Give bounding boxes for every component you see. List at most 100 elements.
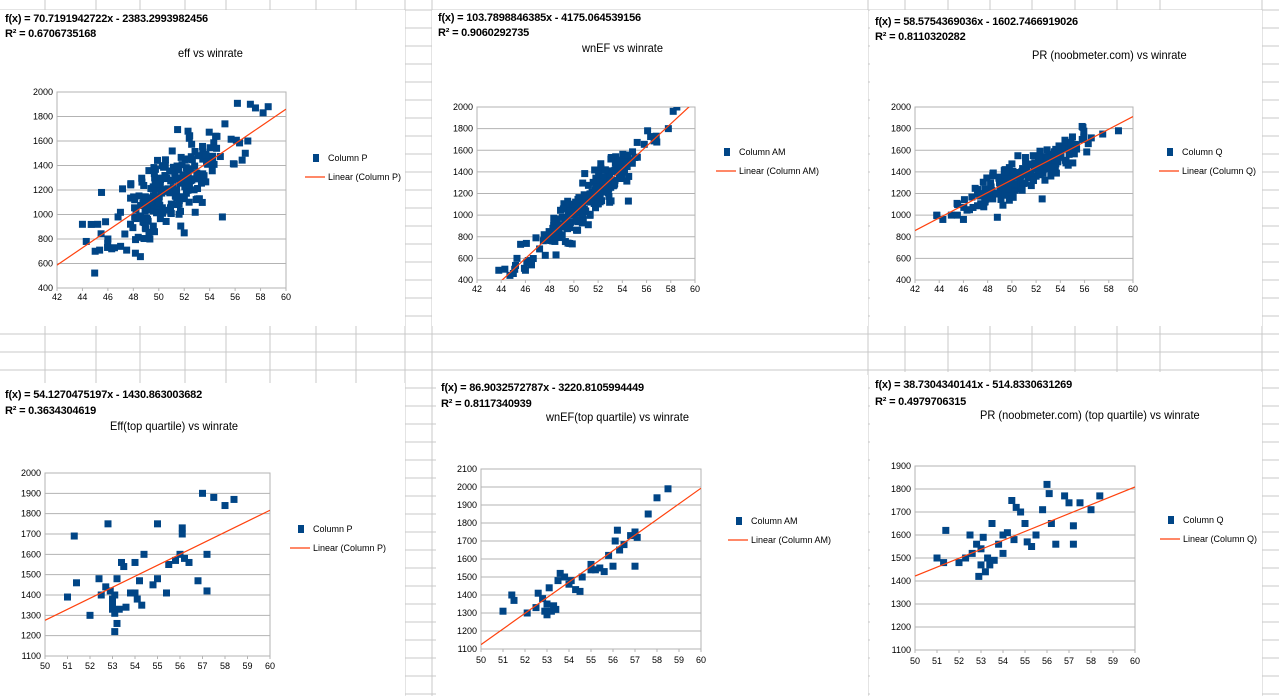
data-point	[947, 211, 955, 219]
data-point	[96, 246, 104, 254]
data-point	[111, 609, 119, 617]
x-tick-label: 48	[545, 284, 555, 294]
data-point	[975, 572, 983, 580]
data-point	[109, 605, 116, 613]
data-point	[564, 197, 572, 205]
data-point	[495, 266, 503, 274]
data-point	[181, 554, 188, 562]
scatter-plot: 1100 1200 1300 1400 1500 1600 1700 1800 1900 2000…	[21, 468, 386, 671]
data-point	[114, 213, 122, 221]
data-point	[175, 200, 183, 208]
data-point	[534, 589, 542, 597]
x-tick-label: 52	[954, 656, 964, 666]
chart-title: wnEF vs winrate	[582, 41, 663, 55]
data-point	[510, 596, 518, 604]
data-point	[106, 587, 114, 595]
x-tick-label: 51	[498, 655, 508, 665]
data-point	[251, 104, 259, 112]
data-point	[572, 586, 580, 594]
x-tick-label: 54	[564, 655, 574, 665]
data-point	[78, 220, 86, 228]
y-tick-label: 1200	[33, 185, 53, 195]
chart-panel-wnef[interactable]: f(x) = 103.7898846385x - 4175.064539156 …	[432, 10, 868, 326]
data-point	[997, 195, 1005, 203]
data-point	[1051, 156, 1059, 164]
data-point	[104, 239, 112, 247]
chart-panel-pr[interactable]: f(x) = 58.5754369036x - 1602.7466919026 …	[870, 10, 1262, 326]
data-point	[1096, 492, 1104, 500]
data-point	[529, 255, 537, 263]
data-point	[605, 182, 613, 190]
data-point	[143, 206, 151, 214]
scatter-plot: 1100 1200 1300 1400 1500 1600 1700 1800 1900 2000…	[457, 464, 831, 665]
chart-panel-eff-top-quartile[interactable]: f(x) = 54.1270475197x - 1430.863003682 R…	[0, 383, 405, 696]
y-tick-label: 1400	[457, 590, 477, 600]
data-point	[616, 174, 624, 182]
legend-series-label: Column Q	[1183, 515, 1224, 525]
data-point	[198, 198, 206, 206]
chart-panel-pr-top-quartile[interactable]: f(x) = 38.7304340141x - 514.8330631269 R…	[870, 372, 1262, 696]
data-point	[592, 174, 600, 182]
data-point	[113, 619, 121, 627]
data-point	[541, 607, 549, 615]
data-point	[1005, 196, 1013, 204]
data-point	[629, 148, 637, 156]
data-point	[172, 186, 180, 194]
x-tick-label: 53	[976, 656, 986, 666]
data-point	[999, 201, 1007, 209]
data-point	[980, 203, 988, 211]
data-point	[620, 541, 628, 549]
data-point	[113, 575, 121, 583]
y-tick-label: 1000	[891, 210, 911, 220]
data-point	[1071, 140, 1079, 148]
data-point	[1032, 172, 1040, 180]
data-point	[1036, 147, 1044, 155]
data-point	[1027, 169, 1035, 177]
data-point	[1036, 171, 1044, 179]
data-point	[1041, 176, 1049, 184]
r-squared: R² = 0.4979706315	[875, 396, 967, 408]
data-point	[165, 561, 173, 568]
data-point	[568, 240, 576, 248]
data-point	[517, 240, 525, 248]
data-point	[995, 540, 1003, 548]
data-point	[1014, 169, 1022, 177]
x-tick-label: 52	[520, 655, 530, 665]
legend-marker	[724, 148, 730, 156]
chart-panel-wnef-top-quartile[interactable]: f(x) = 86.9032572787x - 3220.8105994449 …	[436, 375, 868, 696]
y-tick-label: 400	[896, 275, 911, 285]
r-squared: R² = 0.8110320282	[875, 31, 966, 43]
data-point	[149, 222, 157, 230]
data-point	[573, 216, 581, 224]
x-tick-label: 50	[569, 284, 579, 294]
data-point	[625, 172, 633, 180]
x-tick-label: 51	[932, 656, 942, 666]
data-point	[988, 520, 996, 527]
data-point	[574, 226, 582, 234]
x-tick-label: 54	[130, 661, 140, 671]
chart-panel-eff[interactable]: f(x) = 70.7191942722x - 2383.2993982456 …	[0, 10, 405, 326]
data-point	[1027, 182, 1035, 190]
data-point	[647, 133, 655, 141]
y-tick-label: 800	[896, 232, 911, 242]
data-point	[109, 601, 116, 609]
x-tick-label: 50	[476, 655, 486, 665]
data-point	[127, 194, 135, 202]
data-point	[933, 212, 941, 220]
data-point	[178, 524, 186, 532]
data-point	[620, 158, 628, 166]
data-point	[138, 601, 146, 609]
data-point	[154, 575, 161, 583]
data-point	[561, 573, 569, 581]
data-point	[578, 206, 586, 214]
data-point	[579, 216, 587, 224]
r-squared: R² = 0.3634304619	[5, 405, 97, 417]
data-point	[178, 161, 186, 169]
data-point	[541, 251, 549, 259]
data-point	[987, 179, 995, 187]
data-point	[137, 213, 145, 221]
data-point	[188, 176, 196, 184]
y-tick-label: 1800	[891, 124, 911, 134]
data-point	[121, 230, 129, 238]
y-tick-label: 2000	[453, 102, 473, 112]
